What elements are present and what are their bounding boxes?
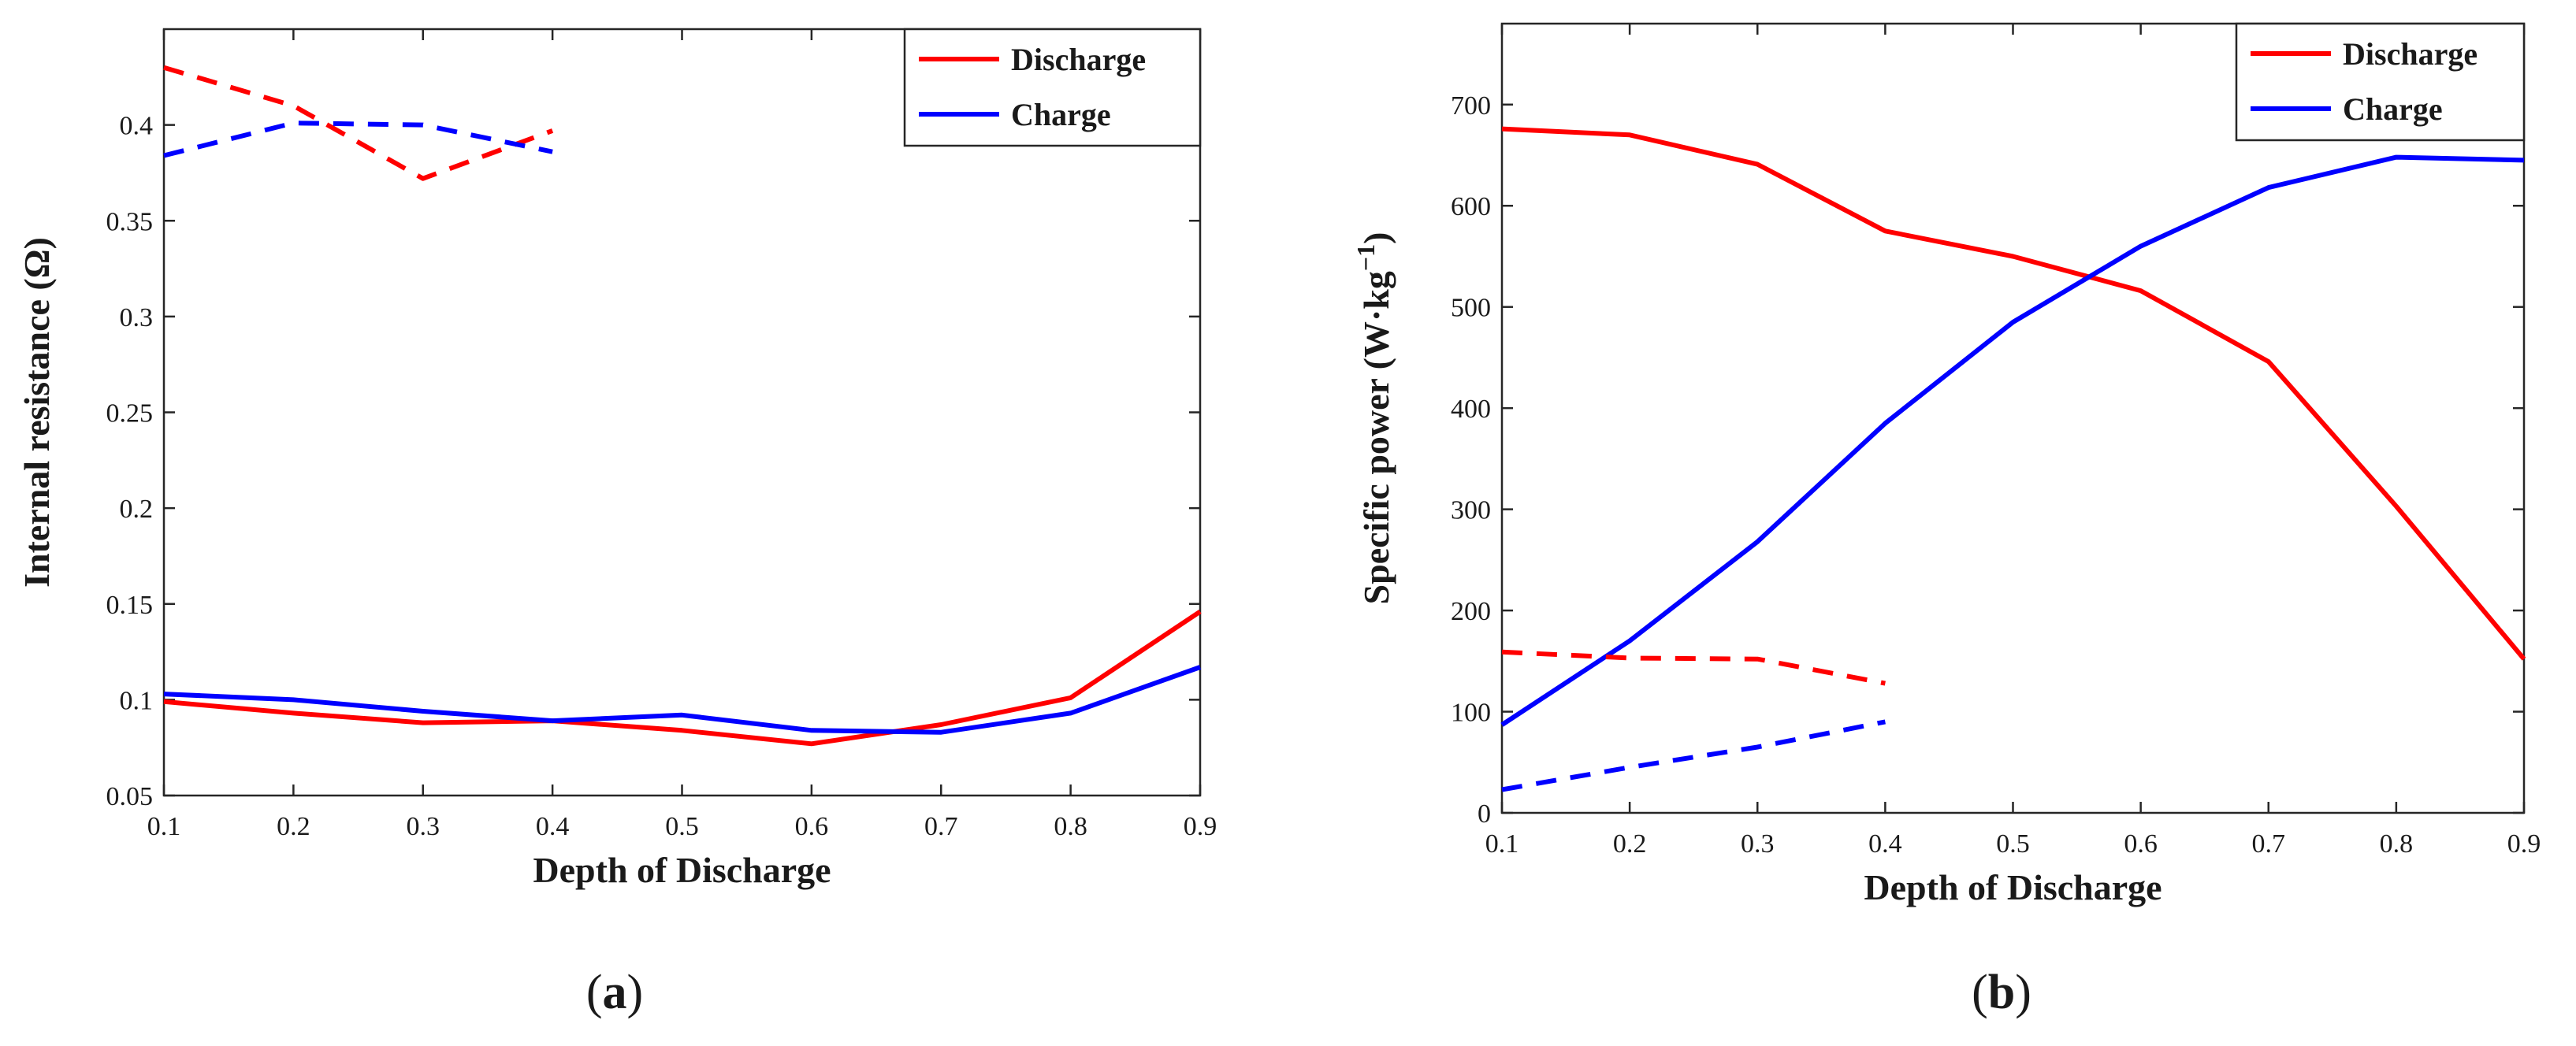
- panel-b-legend-label-discharge: Discharge: [2343, 36, 2477, 72]
- panel-b-x-tick-label: 0.6: [2124, 829, 2158, 859]
- panel-a-legend-label-charge: Charge: [1011, 97, 1111, 132]
- panel-a-panel-label: (a): [586, 966, 643, 1019]
- panel-b-y-tick-label: 700: [1451, 91, 1491, 121]
- panel-b-x-tick-label: 0.8: [2380, 829, 2414, 859]
- panel-a-panel-label-letter: a: [603, 966, 627, 1019]
- panel-a-x-axis-label: Depth of Discharge: [533, 850, 831, 890]
- panel-b-legend-label-charge: Charge: [2343, 91, 2443, 127]
- panel-a-y-tick-label: 0.05: [106, 782, 154, 811]
- panel-b-series-discharge: [1501, 126, 2526, 661]
- panel-a-x-tick-label: 0.8: [1054, 812, 1087, 841]
- panel-b-panel-label: (b): [1972, 966, 2031, 1019]
- panel-b-plot-frame: [1500, 22, 2526, 814]
- panel-b-x-tick-label: 0.3: [1741, 829, 1775, 859]
- panel-b-x-tick-label: 0.5: [1996, 829, 2030, 859]
- chart-panel-a: 0.1 0.2 0.3 0.4 0.5 0.6 0.7 0.8 0.90.050.10.150.…: [17, 28, 1217, 1019]
- panel-b-series-discharge-dashed: [1501, 649, 1886, 686]
- panel-b-series-charge-dashed: [1501, 719, 1886, 792]
- panel-a-y-axis-label-main: Internal resistance (Ω): [17, 237, 57, 588]
- panel-b-y-tick-label: 600: [1451, 192, 1491, 221]
- panel-a-x-tick-label: 0.4: [536, 812, 570, 841]
- panel-b-y-tick-label: 300: [1451, 496, 1491, 525]
- panel-a-series-discharge-dashed: [163, 65, 554, 181]
- panel-b-panel-label-open: (: [1972, 966, 1988, 1019]
- panel-a-y-tick-label: 0.3: [120, 303, 154, 332]
- panel-b-x-tick-label: 0.1: [1485, 829, 1519, 859]
- panel-b-x-tick-label: 0.4: [1868, 829, 1902, 859]
- panel-b-legend-box: [2235, 22, 2526, 142]
- panel-b-x-tick-label: 0.9: [2507, 829, 2541, 859]
- panel-b-y-axis-label-exponent: −1: [1351, 244, 1380, 271]
- panel-a-plot-frame: [162, 28, 1202, 797]
- chart-panel-b: 0.1 0.2 0.3 0.4 0.5 0.6 0.7 0.8 0.9 0 100 200 300 400…: [1351, 22, 2541, 1019]
- panel-b-series-charge: [1500, 154, 2525, 727]
- panel-a-legend-label-discharge: Discharge: [1011, 42, 1146, 77]
- panel-a-x-tick-label: 0.9: [1184, 812, 1217, 841]
- panel-a-panel-label-close: ): [627, 966, 644, 1019]
- panel-b-x-tick-label: 0.7: [2252, 829, 2286, 859]
- panel-b-x-axis-label: Depth of Discharge: [1864, 867, 2162, 907]
- panel-a-y-tick-label: 0.1: [120, 686, 154, 715]
- panel-a-x-tick-label: 0.7: [924, 812, 958, 841]
- panel-a-series-charge-dashed: [163, 121, 553, 158]
- panel-b-y-axis-label: Specific power (W·kg−1): [1351, 232, 1396, 605]
- panel-a-y-tick-label: 0.25: [106, 399, 154, 428]
- panel-a-y-tick-label: 0.4: [120, 112, 154, 141]
- panel-b-panel-label-close: ): [2015, 966, 2031, 1019]
- panel-b-y-tick-label: 500: [1451, 294, 1491, 323]
- panel-a-y-tick-label: 0.15: [106, 591, 154, 620]
- panel-b-y-tick-label: 0: [1478, 799, 1491, 829]
- panel-b-y-axis-label-close: ): [1356, 232, 1396, 244]
- panel-a-x-tick-label: 0.2: [277, 812, 310, 841]
- panel-a-y-tick-label: 0.35: [106, 207, 154, 236]
- panel-a-panel-label-open: (: [586, 966, 603, 1019]
- panel-b-y-tick-label: 400: [1451, 395, 1491, 424]
- panel-a-series-charge: [163, 665, 1202, 735]
- panel-a-x-tick-label: 0.3: [407, 812, 440, 841]
- panel-b-y-axis-label-main: Specific power (W·kg: [1356, 271, 1396, 604]
- panel-a-x-tick-label: 0.6: [795, 812, 829, 841]
- panel-a-y-tick-label: 0.2: [120, 495, 154, 524]
- panel-a-y-axis-label: Internal resistance (Ω): [17, 237, 57, 588]
- panel-b-y-tick-label: 200: [1451, 597, 1491, 626]
- panel-b-x-tick-label: 0.2: [1613, 829, 1647, 859]
- panel-b-y-tick-label: 100: [1451, 699, 1491, 728]
- panel-a-x-tick-label: 0.1: [147, 812, 181, 841]
- panel-a-x-tick-label: 0.5: [665, 812, 699, 841]
- panel-a-legend-box: [903, 28, 1202, 147]
- panel-b-panel-label-letter: b: [1988, 966, 2015, 1019]
- panel-a-series-discharge: [163, 610, 1202, 747]
